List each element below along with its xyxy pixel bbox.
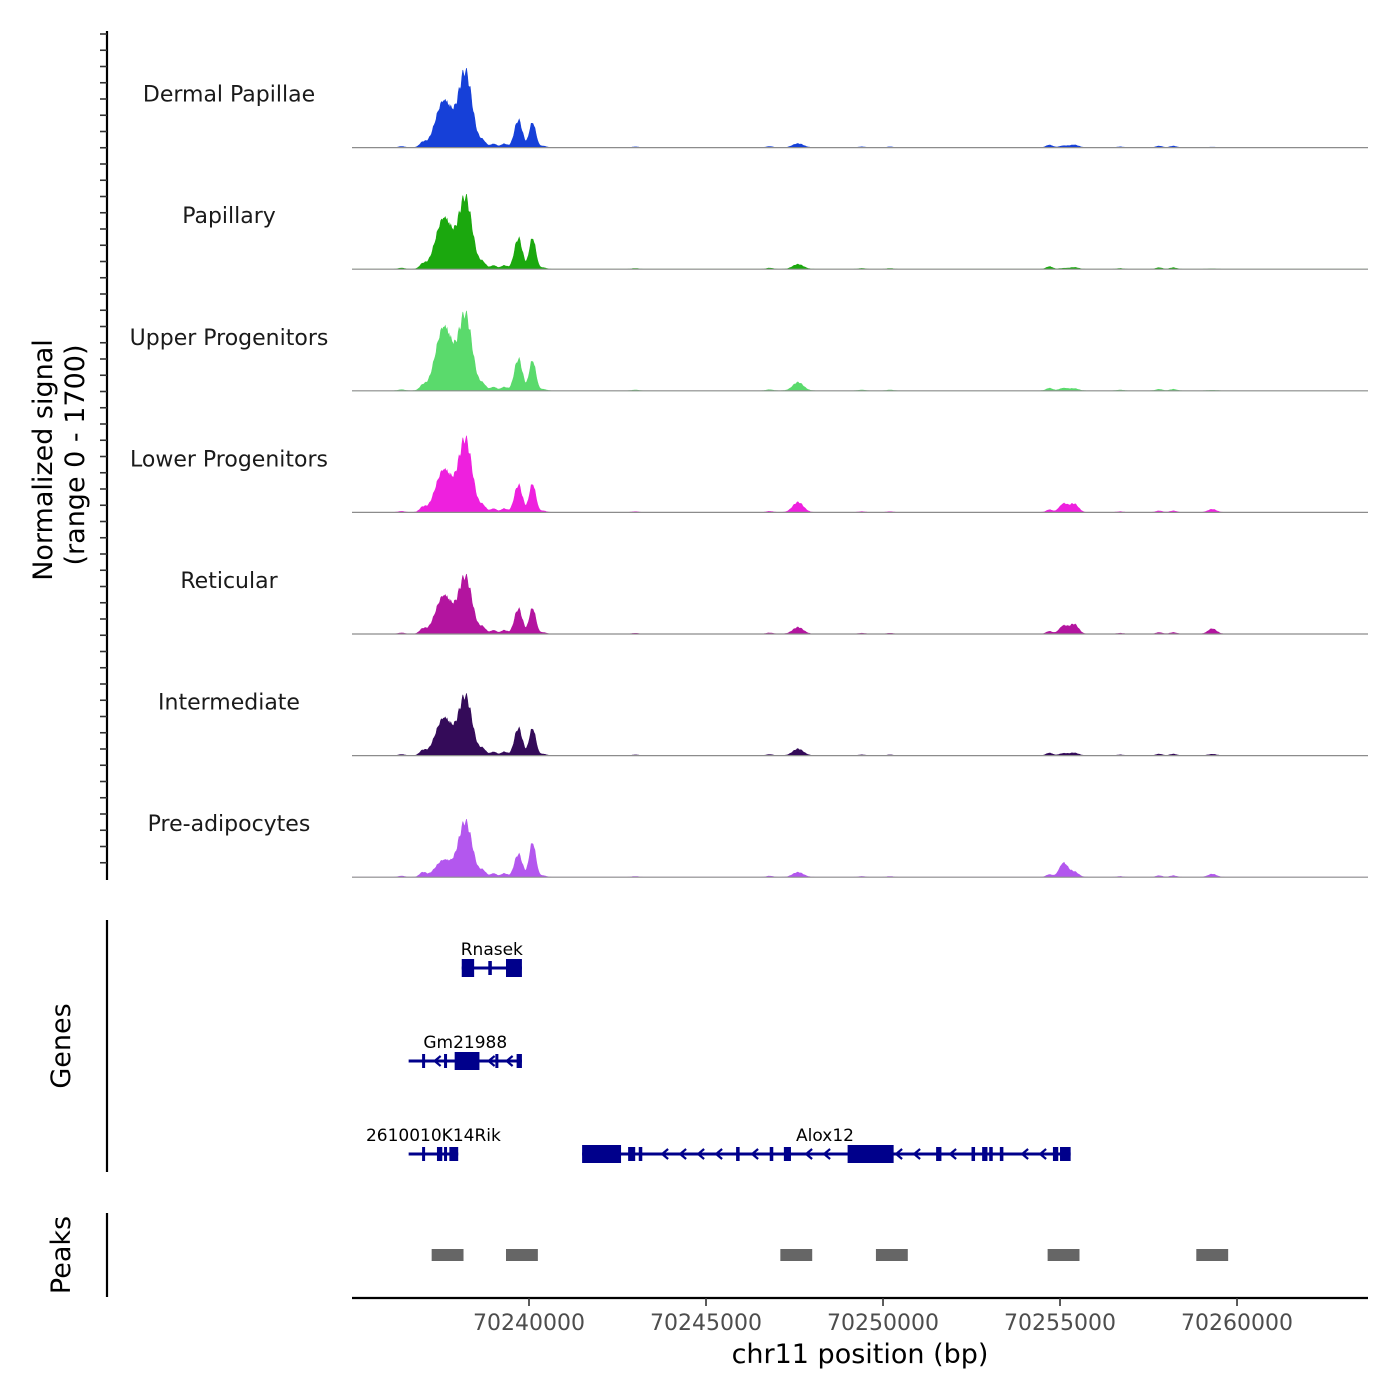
strand-arrow (696, 1148, 705, 1160)
strand-arrow (486, 1055, 496, 1067)
x-tick-label: 70240000 (473, 1311, 585, 1336)
track-pre-adipocytes: Pre-adipocytes (148, 812, 1368, 878)
gene-exon (736, 1147, 740, 1161)
track-label: Intermediate (158, 691, 300, 716)
track-label: Papillary (182, 204, 276, 229)
track-lower-progenitors: Lower Progenitors (130, 435, 1368, 514)
gene-exon (505, 959, 522, 977)
peaks-track-title: Peaks (46, 1216, 77, 1294)
strand-arrow (1020, 1148, 1029, 1160)
gene-exon (454, 1052, 480, 1070)
x-tick-label: 70250000 (827, 1311, 939, 1336)
gene-label: Rnasek (461, 940, 523, 960)
strand-arrow (948, 1148, 957, 1160)
gene-exon (628, 1147, 636, 1161)
strand-arrow (822, 1148, 831, 1160)
gene-exon (488, 961, 492, 975)
peak-region (1047, 1249, 1080, 1261)
coverage-area (352, 693, 1368, 756)
coverage-tracks: Dermal Papillae Papillary Upper Progenitor… (130, 67, 1368, 878)
track-label: Dermal Papillae (143, 83, 315, 108)
gene-exon (422, 1147, 426, 1161)
gene-models: Rnasek Gm21988 2610010K14Rik Alox12 (366, 940, 1071, 1163)
gene-rnasek: Rnasek (461, 940, 523, 977)
gene-exon (449, 1147, 459, 1161)
strand-arrow (912, 1148, 921, 1160)
coverage-area (352, 194, 1368, 270)
strand-arrow (678, 1148, 687, 1160)
gene-exon (582, 1145, 622, 1163)
track-label: Reticular (180, 569, 278, 594)
strand-arrow (432, 1055, 442, 1067)
x-axis: 70240000 70245000 70250000 70255000 70260000 (352, 1296, 1368, 1336)
x-tick-label: 70255000 (1004, 1311, 1116, 1336)
genes-track-title: Genes (46, 1003, 77, 1088)
gene-label: 2610010K14Rik (366, 1126, 501, 1146)
gene-exon (783, 1147, 791, 1161)
track-label: Lower Progenitors (130, 447, 328, 472)
gene-label: Alox12 (796, 1126, 854, 1146)
gene-exon (444, 1054, 448, 1068)
strand-arrow (750, 1148, 759, 1160)
peak-region (1196, 1249, 1229, 1261)
peak-region (505, 1249, 538, 1261)
x-tick-label: 70260000 (1181, 1311, 1293, 1336)
gene-exon (422, 1054, 426, 1068)
gene-2610010k14rik: 2610010K14Rik (366, 1126, 501, 1161)
y-axis-title-line1: Normalized signal (28, 339, 59, 581)
gene-alox12: Alox12 (582, 1126, 1071, 1163)
gene-exon (936, 1147, 942, 1161)
track-upper-progenitors: Upper Progenitors (130, 310, 1368, 392)
gene-gm21988: Gm21988 (408, 1033, 522, 1070)
gene-exon (516, 1054, 522, 1068)
strand-arrow (660, 1148, 669, 1160)
strand-arrow (504, 1055, 514, 1067)
track-label: Upper Progenitors (130, 326, 329, 351)
coverage-area (352, 435, 1368, 513)
gene-exon (638, 1147, 643, 1161)
track-papillary: Papillary (182, 194, 1368, 270)
track-reticular: Reticular (180, 569, 1368, 635)
gene-exon (1052, 1147, 1059, 1161)
strand-arrow (804, 1148, 813, 1160)
gene-exon (989, 1147, 993, 1161)
track-label: Pre-adipocytes (148, 812, 311, 837)
gene-exon (436, 1147, 443, 1161)
x-axis-title: chr11 position (bp) (732, 1339, 989, 1370)
coverage-area (352, 819, 1368, 878)
track-intermediate: Intermediate (158, 691, 1368, 757)
coverage-area (352, 67, 1368, 148)
peak-track (431, 1249, 1229, 1261)
gene-exon (444, 1147, 448, 1161)
strand-arrow (894, 1148, 903, 1160)
gene-exon (982, 1147, 988, 1161)
coverage-area (352, 573, 1368, 635)
x-tick-label: 70245000 (650, 1311, 762, 1336)
strand-arrow (714, 1148, 723, 1160)
gene-exon (1060, 1147, 1071, 1161)
gene-track: Rnasek Gm21988 2610010K14Rik Alox12 (366, 940, 1071, 1163)
left-axes (100, 31, 109, 1297)
peak-region (780, 1249, 813, 1261)
coverage-area (352, 310, 1368, 392)
track-dermal-papillae: Dermal Papillae (143, 67, 1368, 149)
gene-exon (999, 1147, 1004, 1161)
gene-exon (769, 1147, 774, 1161)
gene-exon (847, 1145, 894, 1163)
gene-exon (971, 1147, 976, 1161)
y-axis-title-line2: (range 0 - 1700) (60, 345, 91, 566)
peak-region (875, 1249, 908, 1261)
gene-label: Gm21988 (423, 1033, 507, 1053)
gene-exon (461, 959, 475, 977)
strand-arrow (1038, 1148, 1047, 1160)
gene-exon (495, 1054, 499, 1068)
peak-region (431, 1249, 464, 1261)
